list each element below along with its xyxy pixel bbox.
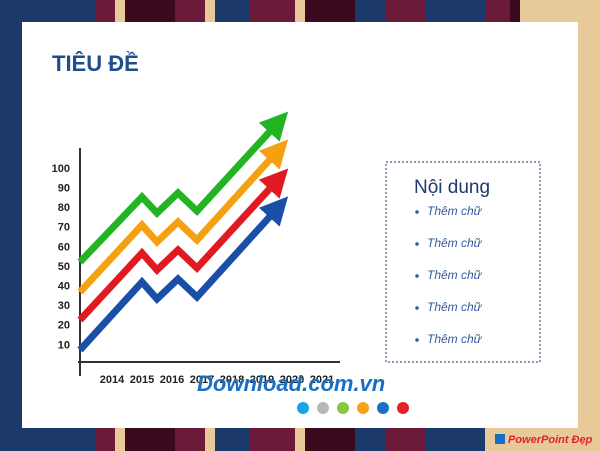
logo-text: PowerPoint Đẹp (508, 434, 593, 446)
top-stripes (95, 0, 600, 22)
bullet (415, 242, 419, 246)
content-item: Thêm chữ (427, 300, 483, 314)
arrow-green (77, 111, 289, 265)
y-axis-label: 90 (58, 183, 70, 195)
bullet (415, 210, 419, 214)
bottom-stripes (95, 428, 600, 451)
content-item: Thêm chữ (427, 268, 483, 282)
logo-icon (495, 434, 505, 444)
x-axis-label: 2015 (130, 374, 154, 386)
y-axis-label: 10 (58, 339, 70, 351)
right-band (578, 0, 600, 451)
arrows (77, 111, 289, 353)
content-item: Thêm chữ (427, 236, 483, 250)
y-axis-label: 100 (52, 163, 70, 175)
bullet (415, 306, 419, 310)
y-axis-label: 50 (58, 261, 70, 273)
slide-title: TIÊU ĐỀ (52, 51, 139, 76)
x-axis-label: 2014 (100, 374, 125, 386)
x-axis-label: 2020 (280, 374, 304, 386)
y-axis-label: 30 (58, 300, 70, 312)
bullet (415, 274, 419, 278)
y-axis-label: 40 (58, 281, 70, 293)
axis-labels: 100 90 80 70 60 50 40 30 20 10 2014 2015 2016 2017 201… (52, 163, 335, 386)
x-axis-label: 2019 (250, 374, 274, 386)
arrow-orange (77, 139, 289, 295)
x-axis-label: 2017 (190, 374, 214, 386)
color-dots (297, 402, 409, 414)
arrow-red (77, 168, 289, 323)
content-item: Thêm chữ (427, 332, 483, 346)
content-item: Thêm chữ (427, 204, 483, 218)
y-axis-label: 60 (58, 241, 70, 253)
slide-body (22, 22, 578, 428)
content-heading: Nội dung (414, 177, 490, 198)
bullet (415, 338, 419, 342)
y-axis-label: 20 (58, 320, 70, 332)
arrow-blue (77, 196, 289, 353)
y-axis-label: 80 (58, 202, 70, 214)
content-box (385, 161, 541, 363)
x-axis-label: 2021 (310, 374, 334, 386)
x-axis-label: 2016 (160, 374, 184, 386)
y-axis-label: 70 (58, 222, 70, 234)
x-axis-label: 2018 (220, 374, 244, 386)
content-list: Thêm chữ Thêm chữ Thêm chữ Thêm chữ Thêm chữ (415, 204, 483, 346)
watermark: Download.com.vn (197, 371, 385, 396)
